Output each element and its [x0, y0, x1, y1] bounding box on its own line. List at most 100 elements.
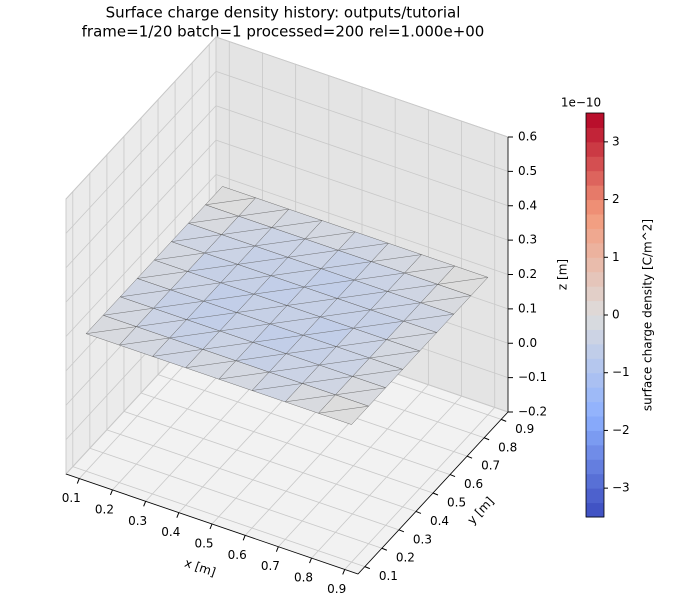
colorbar-band [586, 444, 604, 460]
colorbar-band [586, 387, 604, 403]
chart-title: Surface charge density history: outputs/… [106, 4, 461, 22]
mesh-diagonal [270, 268, 322, 276]
mesh-diagonal [251, 383, 303, 391]
colorbar-band [586, 156, 604, 172]
x-tick [309, 557, 313, 564]
colorbar-band [586, 343, 604, 359]
mesh-diagonal [235, 353, 287, 361]
x-tick [109, 489, 113, 496]
z-tick-label: 0.1 [518, 301, 537, 315]
colorbar-band [586, 329, 604, 345]
mesh-diagonal [386, 332, 437, 340]
y-tick [415, 510, 422, 514]
grid-line [215, 105, 509, 207]
colorbar-band [586, 271, 604, 287]
mesh-diagonal [202, 342, 253, 350]
grid-line [215, 70, 509, 172]
mesh-diagonal [353, 320, 404, 329]
x-tick-label: 0.1 [62, 491, 81, 505]
mesh-diagonal [369, 350, 420, 359]
mesh-diagonal [218, 371, 270, 380]
colorbar-band [586, 286, 604, 302]
y-tick-label: 0.3 [413, 532, 432, 546]
y-tick-label: 0.8 [498, 440, 517, 454]
colorbar-band [586, 372, 604, 388]
colorbar-band [586, 113, 604, 128]
z-tick-label: −0.2 [518, 405, 547, 419]
colorbar-band [586, 170, 604, 186]
mesh-diagonal [320, 309, 371, 318]
x-tick-label: 0.9 [327, 582, 346, 596]
z-tick-label: 0.6 [518, 130, 537, 144]
colorbar-band [586, 459, 604, 475]
grid-line [123, 411, 417, 512]
mesh-diagonal [221, 227, 272, 235]
mesh-diagonal [205, 197, 256, 206]
mesh-diagonal [318, 405, 369, 414]
y-tick-label: 0.1 [379, 569, 398, 583]
mesh-diagonal [154, 252, 205, 261]
mesh-diagonal [119, 337, 170, 346]
colorbar-band [586, 228, 604, 244]
mesh-diagonal [335, 387, 386, 396]
x-tick [176, 512, 180, 518]
y-tick [398, 529, 405, 533]
mesh-diagonal [171, 234, 222, 242]
mesh-diagonal [103, 308, 154, 316]
mesh-diagonal [203, 293, 254, 302]
mesh-diagonal [238, 208, 289, 217]
mesh-diagonal [237, 257, 288, 265]
colorbar-band [586, 358, 604, 374]
mesh-diagonal [188, 215, 239, 224]
mesh-diagonal [302, 376, 353, 384]
colorbar-label: surface charge density [C/m^2] [641, 219, 655, 411]
colorbar-band [586, 416, 604, 431]
x-tick [76, 478, 80, 484]
mesh-diagonal [204, 245, 255, 254]
mesh-diagonal [403, 313, 454, 322]
z-tick-label: 0.5 [518, 164, 537, 178]
x-tick-label: 0.8 [294, 571, 313, 585]
y-tick-label: 0.4 [430, 514, 449, 528]
y-tick-label: 0.7 [481, 459, 500, 473]
grid-line [65, 139, 217, 303]
mesh-diagonal [152, 349, 203, 357]
mesh-diagonal [254, 238, 305, 247]
y-tick [381, 547, 388, 551]
mesh-diagonal [304, 231, 356, 240]
y-tick [483, 437, 490, 441]
colorbar-tick-label: −3 [612, 481, 630, 495]
mesh-diagonal [220, 275, 271, 283]
grid-line [157, 374, 451, 475]
x-tick-label: 0.4 [161, 525, 180, 539]
mesh-diagonal [271, 220, 323, 228]
colorbar-band [586, 488, 604, 504]
colorbar-band [586, 300, 604, 316]
x-tick-label: 0.7 [261, 559, 280, 573]
x-tick-label: 0.5 [194, 537, 213, 551]
mesh-diagonal [338, 243, 389, 251]
colorbar-offset: 1e−10 [561, 96, 601, 110]
x-tick [242, 535, 246, 541]
grid-line [65, 71, 217, 234]
z-tick-label: 0.4 [518, 198, 537, 212]
mesh-diagonal [352, 369, 403, 377]
grid-line [65, 105, 217, 269]
mesh-diagonal [170, 282, 221, 291]
colorbar-band [586, 502, 604, 518]
grid-line [215, 139, 509, 241]
colorbar-tick-label: −2 [612, 423, 630, 437]
mesh-diagonal [319, 357, 370, 366]
mesh-diagonal [253, 286, 305, 295]
y-tick [449, 474, 456, 478]
grid-line [215, 174, 509, 275]
colorbar-band [586, 199, 604, 215]
mesh-diagonal [387, 284, 438, 292]
mesh-diagonal [187, 264, 238, 272]
y-tick-label: 0.9 [515, 422, 534, 436]
grid-line [72, 466, 365, 568]
grid-line [89, 447, 382, 549]
x-tick [143, 501, 147, 507]
colorbar-tick-label: 0 [612, 308, 620, 322]
